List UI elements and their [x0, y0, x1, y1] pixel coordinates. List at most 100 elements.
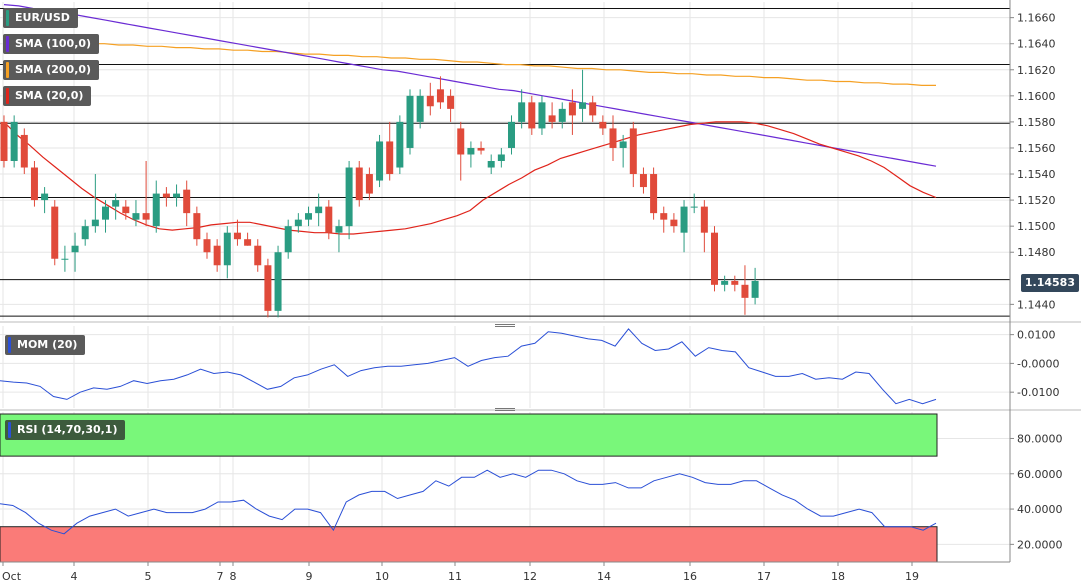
sma100-line: [3, 4, 937, 167]
candle-body: [741, 284, 749, 298]
sma200-badge[interactable]: SMA (200,0): [3, 60, 100, 80]
candle-body: [477, 147, 485, 151]
candle-body: [487, 161, 495, 168]
candle-body: [122, 206, 130, 214]
candle-body: [71, 245, 79, 253]
candle-body: [365, 174, 373, 194]
x-tick-label: 4: [71, 570, 78, 583]
candle-body: [193, 213, 201, 240]
candle-body: [132, 213, 140, 220]
x-tick-label: 11: [448, 570, 462, 583]
mom-label: MOM (20): [17, 338, 78, 351]
candle-body: [589, 102, 597, 116]
candle-body: [467, 147, 475, 155]
candle-body: [457, 128, 465, 155]
candle-body: [335, 226, 343, 233]
candle-body: [162, 193, 170, 198]
candle-body: [416, 95, 424, 122]
candle-body: [528, 102, 536, 129]
sma100-label: SMA (100,0): [15, 37, 92, 50]
candle-body: [619, 141, 627, 148]
sma20-line: [3, 121, 937, 235]
candle-body: [213, 245, 221, 266]
candle-body: [284, 226, 292, 253]
sma200-label: SMA (200,0): [15, 63, 92, 76]
symbol-label: EUR/USD: [15, 11, 70, 24]
last-price-label: 1.14583: [1020, 274, 1079, 292]
candle-body: [376, 141, 384, 181]
price-y-tick-label: 1.1500: [1017, 220, 1056, 233]
mom-y-tick-label: -0.0000: [1017, 357, 1059, 370]
mom-color-bar: [8, 337, 11, 353]
x-tick-label: 9: [306, 570, 313, 583]
candle-body: [426, 95, 434, 107]
symbol-badge[interactable]: EUR/USD: [3, 8, 78, 28]
candle-body: [305, 213, 312, 220]
symbol-color-bar: [6, 10, 9, 26]
candle-body: [548, 115, 556, 122]
candle-body: [41, 193, 49, 201]
candle-body: [142, 213, 150, 220]
candle-body: [447, 95, 455, 109]
candle-body: [386, 141, 394, 175]
candle-body: [650, 174, 658, 214]
candle-body: [264, 265, 272, 311]
candle-body: [629, 128, 637, 175]
x-tick-label: 5: [145, 570, 152, 583]
momentum-line: [0, 328, 937, 405]
candle-body: [20, 134, 28, 168]
candle-body: [325, 206, 333, 233]
panel-resize-handle: [495, 326, 515, 327]
candle-body: [203, 239, 211, 253]
candle-body: [436, 89, 444, 103]
x-tick-label: 12: [523, 570, 537, 583]
candle-body: [233, 232, 241, 240]
mom-badge[interactable]: MOM (20): [5, 335, 86, 355]
panel-resize-handle: [495, 408, 515, 409]
candle-body: [61, 258, 69, 260]
x-tick-label: 14: [597, 570, 611, 583]
candle-body: [183, 189, 191, 214]
candle-body: [91, 219, 99, 227]
rsi-badge[interactable]: RSI (14,70,30,1): [5, 420, 126, 440]
candle-body: [711, 232, 718, 285]
candle-body: [81, 226, 89, 240]
candle-body: [396, 121, 404, 168]
rsi-y-tick-label: 40.0000: [1017, 503, 1063, 516]
x-tick-label: 8: [230, 570, 237, 583]
candle-body: [751, 280, 759, 298]
price-panel: [0, 2, 1010, 320]
candle-body: [10, 121, 18, 161]
rsi-color-bar: [8, 422, 11, 438]
rsi-overbought-zone: [0, 413, 938, 457]
candle-body: [599, 121, 607, 129]
price-y-tick-label: 1.1480: [1017, 246, 1056, 259]
candle-body: [670, 219, 678, 227]
candle-body: [112, 200, 120, 207]
x-tick-label: 17: [757, 570, 771, 583]
candle-body: [51, 206, 59, 259]
candle-body: [639, 174, 647, 188]
candle-body: [0, 121, 8, 161]
candle-body: [558, 108, 566, 122]
price-y-tick-label: 1.1660: [1017, 12, 1056, 25]
x-tick-label: 16: [683, 570, 697, 583]
candle-body: [315, 206, 323, 214]
sma100-badge[interactable]: SMA (100,0): [3, 34, 100, 54]
mom-y-tick-label: -0.0100: [1017, 386, 1059, 399]
sma100-color-bar: [6, 36, 9, 52]
momentum-panel: [0, 326, 1010, 408]
candle-body: [244, 239, 252, 246]
candle-body: [102, 206, 109, 220]
rsi-y-tick-label: 80.0000: [1017, 432, 1063, 445]
candle-body: [721, 280, 729, 285]
candle-body: [406, 95, 414, 148]
candle-body: [518, 102, 526, 122]
sma200-line: [4, 39, 936, 87]
rsi-line: [0, 469, 937, 535]
rsi-oversold-zone: [0, 526, 938, 563]
x-tick-label: 7: [217, 570, 224, 583]
candle-body: [254, 245, 262, 266]
candle-body: [660, 213, 668, 220]
sma20-badge[interactable]: SMA (20,0): [3, 86, 92, 106]
